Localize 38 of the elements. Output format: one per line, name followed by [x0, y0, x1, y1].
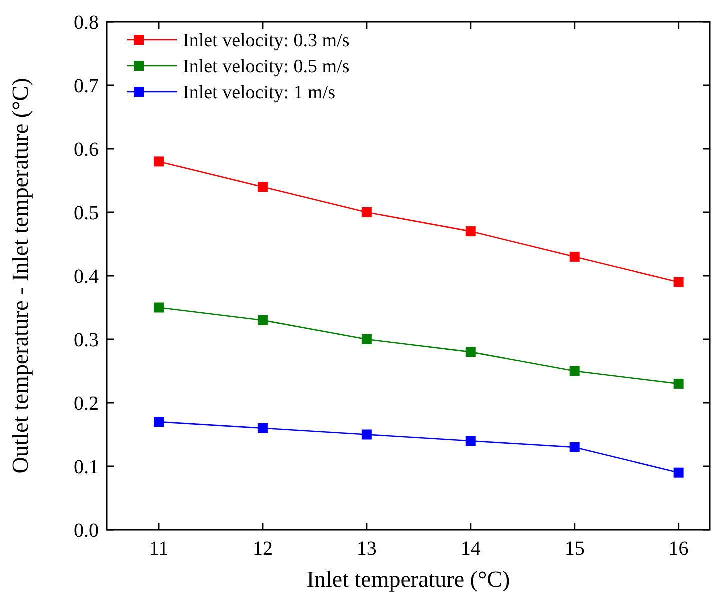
legend-label: Inlet velocity: 0.5 m/s — [183, 56, 350, 78]
point — [258, 315, 268, 326]
point — [466, 436, 476, 446]
y-tick-label: 0.4 — [74, 266, 99, 288]
point — [570, 366, 580, 376]
point — [674, 277, 684, 288]
point — [674, 378, 684, 389]
point — [154, 302, 164, 313]
y-tick-label: 0.6 — [74, 139, 99, 161]
y-axis-title: Outlet temperature - Inlet temperature (°C) — [8, 78, 33, 474]
x-tick-label: 15 — [564, 538, 585, 560]
point — [154, 417, 164, 428]
point — [466, 226, 476, 237]
point — [362, 208, 372, 218]
point — [570, 442, 580, 452]
x-tick-label: 11 — [149, 538, 169, 560]
point — [154, 156, 164, 167]
point — [258, 182, 268, 192]
y-tick-label: 0.0 — [74, 520, 99, 542]
legend-label: Inlet velocity: 1 m/s — [183, 82, 336, 104]
point — [362, 430, 372, 440]
x-tick-label: 13 — [356, 538, 377, 560]
point — [570, 252, 580, 262]
point — [362, 334, 372, 344]
y-tick-label: 0.5 — [74, 202, 99, 224]
y-tick-label: 0.2 — [74, 393, 99, 415]
point — [258, 423, 268, 434]
x-tick-label: 16 — [668, 538, 689, 560]
y-tick-label: 0.7 — [74, 76, 99, 98]
y-tick-label: 0.8 — [74, 12, 99, 34]
point — [674, 468, 684, 478]
x-tick-label: 12 — [252, 538, 273, 560]
x-axis-title: Inlet temperature (°C) — [306, 567, 510, 592]
x-tick-label: 14 — [460, 538, 481, 560]
y-tick-label: 0.1 — [74, 456, 99, 478]
point — [466, 347, 476, 358]
legend-label: Inlet velocity: 0.3 m/s — [183, 30, 350, 52]
y-tick-label: 0.3 — [74, 330, 99, 352]
